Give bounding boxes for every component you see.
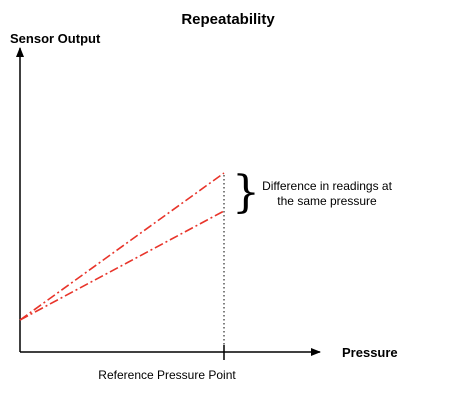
curly-brace-icon: } bbox=[232, 167, 260, 218]
upper-trace-line bbox=[19, 172, 225, 321]
reference-pressure-label: Reference Pressure Point bbox=[98, 368, 236, 382]
x-axis-label: Pressure bbox=[342, 345, 398, 360]
annotation-line-1: Difference in readings at bbox=[262, 179, 393, 193]
lower-trace-line bbox=[19, 210, 225, 321]
annotation-line-2: the same pressure bbox=[277, 194, 377, 208]
diagram-title: Repeatability bbox=[181, 11, 275, 28]
y-axis-label: Sensor Output bbox=[10, 31, 101, 46]
